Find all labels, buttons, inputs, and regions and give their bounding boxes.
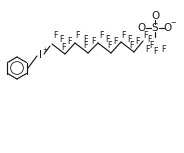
Text: O: O — [138, 23, 146, 33]
Text: F: F — [136, 37, 140, 47]
Text: O: O — [164, 23, 172, 33]
Text: O: O — [151, 11, 159, 21]
Text: F: F — [153, 47, 157, 56]
Text: F: F — [161, 45, 165, 54]
Text: F: F — [91, 37, 95, 47]
Text: F: F — [143, 30, 147, 39]
Text: F: F — [128, 35, 132, 45]
Text: F: F — [114, 37, 118, 47]
Text: F: F — [60, 35, 64, 45]
Text: F: F — [122, 32, 126, 41]
Text: I: I — [38, 50, 42, 60]
Text: F: F — [106, 35, 110, 45]
Text: F: F — [83, 35, 87, 45]
Text: F: F — [53, 32, 57, 41]
Text: F: F — [61, 43, 65, 52]
Text: +: + — [42, 47, 48, 53]
Text: F: F — [150, 41, 154, 50]
Text: F: F — [84, 41, 88, 50]
Text: F: F — [76, 32, 80, 41]
Text: S: S — [152, 23, 158, 33]
Text: F: F — [145, 45, 149, 54]
Text: −: − — [170, 20, 176, 26]
Text: F: F — [99, 32, 103, 41]
Text: F: F — [68, 37, 72, 47]
Text: F: F — [107, 41, 111, 50]
Text: F: F — [148, 35, 152, 45]
Text: F: F — [129, 41, 133, 50]
